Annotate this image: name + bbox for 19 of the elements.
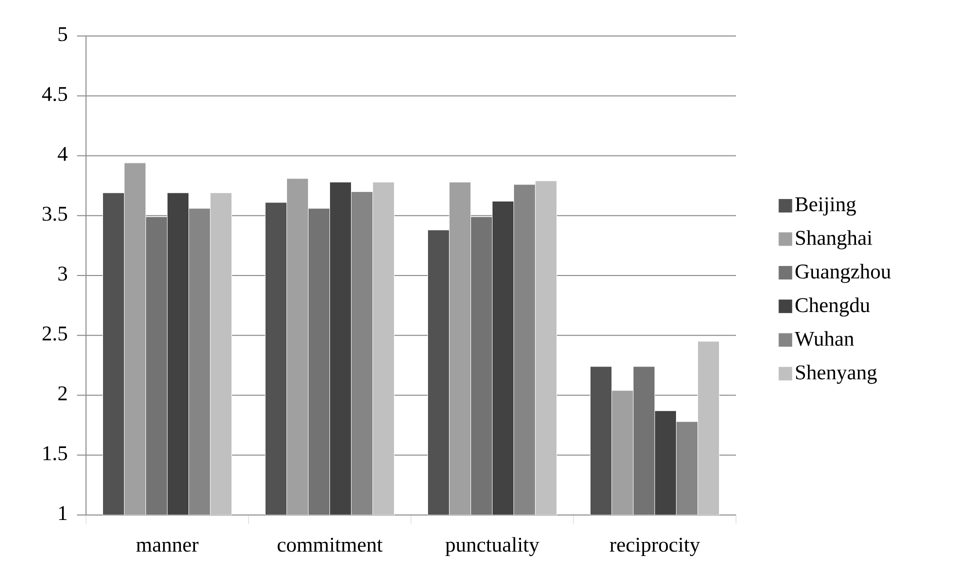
y-tick-label: 2: [58, 386, 67, 400]
x-tick-label: manner: [136, 542, 198, 552]
legend-label: Shanghai: [796, 230, 872, 250]
y-tick-label: 3: [58, 266, 68, 281]
y-tick-label: 4: [58, 146, 68, 161]
y-tick-label: 5: [58, 27, 68, 42]
legend-label: Wuhan: [794, 331, 854, 346]
y-tick-label: 2.5: [42, 326, 68, 341]
y-tick-label: 1: [59, 506, 67, 520]
y-tick-label: 4.5: [42, 87, 68, 102]
x-tick-label: punctuality: [446, 537, 540, 556]
y-tick-label: 1.5: [44, 446, 68, 460]
x-tick-label: commitment: [278, 538, 383, 552]
legend-label: Beijing: [795, 197, 856, 216]
legend-label: Chengdu: [796, 298, 870, 317]
x-tick-label: reciprocity: [610, 538, 700, 556]
legend-label: Guangzhou: [796, 264, 891, 283]
y-tick-label: 3.5: [42, 206, 68, 221]
legend-label: Shenyang: [796, 364, 877, 384]
